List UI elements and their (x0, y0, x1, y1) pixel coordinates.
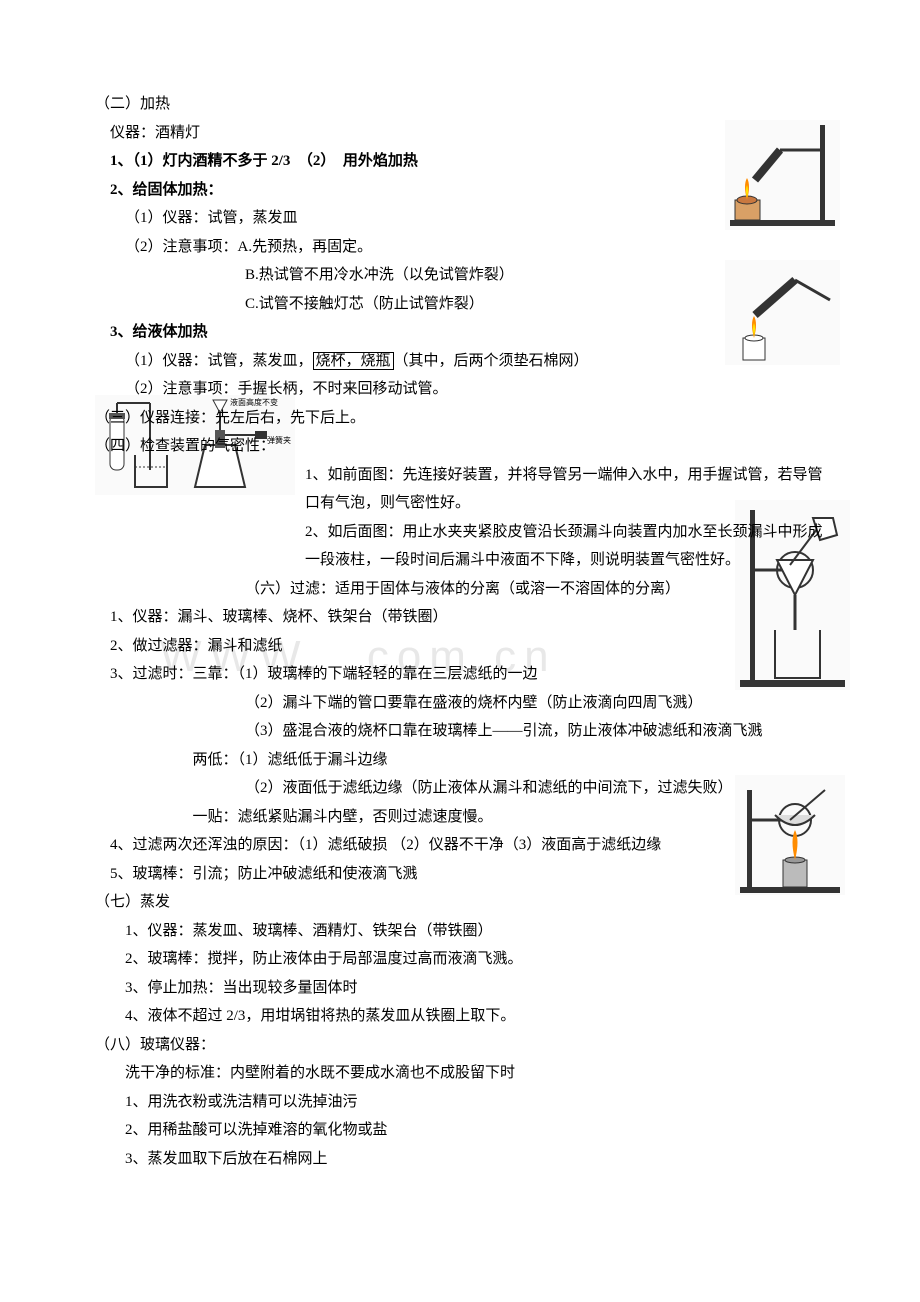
section-8-p0: 洗干净的标准：内壁附着的水既不要成水滴也不成股留下时 (95, 1059, 835, 1088)
section-6-p1: 1、仪器：漏斗、玻璃棒、烧杯、铁架台（带铁圈） (95, 603, 835, 632)
section-2-p3: 3、给液体加热 (95, 318, 835, 347)
section-4-title: （四）检查装置的气密性： (95, 432, 835, 461)
section-6-p5: 5、玻璃棒：引流；防止冲破滤纸和使液滴飞溅 (95, 860, 835, 889)
section-8-title: （八）玻璃仪器： (95, 1031, 835, 1060)
section-3-title: （三）仪器连接：先左后右，先下后上。 (95, 404, 835, 433)
section-2-p2-2b: B.热试管不用冷水冲洗（以免试管炸裂） (95, 261, 835, 290)
section-4-p1: 1、如前面图：先连接好装置，并将导管另一端伸入水中，用手握试管，若导管口有气泡，… (305, 461, 835, 518)
section-8-p2: 2、用稀盐酸可以洗掉难溶的氧化物或盐 (95, 1116, 835, 1145)
section-6-p3: 3、过滤时：三靠：（1）玻璃棒的下端轻轻的靠在三层滤纸的一边 (95, 660, 835, 689)
section-2-p2-2c: C.试管不接触灯芯（防止试管炸裂） (95, 290, 835, 319)
section-6-p3-3: （3）盛混合液的烧杯口靠在玻璃棒上——引流，防止液体冲破滤纸和液滴飞溅 (95, 717, 835, 746)
p3-1-box: 烧杯，烧瓶 (313, 352, 394, 370)
section-6-p3-low: 两低：（1）滤纸低于漏斗边缘 (95, 746, 835, 775)
section-7-title: （七）蒸发 (95, 888, 835, 917)
section-8-p3: 3、蒸发皿取下后放在石棉网上 (95, 1145, 835, 1174)
section-7-p4: 4、液体不超过 2/3，用坩埚钳将热的蒸发皿从铁圈上取下。 (95, 1002, 835, 1031)
section-6-p3-2: （2）漏斗下端的管口要靠在盛液的烧杯内壁（防止液滴向四周飞溅） (95, 689, 835, 718)
section-7-p2: 2、玻璃棒：搅拌，防止液体由于局部温度过高而液滴飞溅。 (95, 945, 835, 974)
p3-1-pre: （1）仪器：试管，蒸发皿， (125, 353, 313, 369)
section-8-p1: 1、用洗衣粉或洗洁精可以洗掉油污 (95, 1088, 835, 1117)
section-6-p3-tie: 一贴：滤纸紧贴漏斗内壁，否则过滤速度慢。 (95, 803, 835, 832)
section-2-title: （二）加热 (95, 90, 835, 119)
section-2-p1: 1、（1）灯内酒精不多于 2/3 （2） 用外焰加热 (95, 147, 835, 176)
section-6-p3-low2: （2）液面低于滤纸边缘（防止液体从漏斗和滤纸的中间流下，过滤失败） (95, 774, 835, 803)
section-2-p2-1: （1）仪器：试管，蒸发皿 (95, 204, 835, 233)
section-2-p2-2: （2）注意事项：A.先预热，再固定。 (95, 233, 835, 262)
section-7-p3: 3、停止加热：当出现较多量固体时 (95, 974, 835, 1003)
section-6-p2: 2、做过滤器：漏斗和滤纸 (95, 632, 835, 661)
section-6-title: （六）过滤：适用于固体与液体的分离（或溶一不溶固体的分离） (95, 575, 835, 604)
p3-1-post: （其中，后两个须垫石棉网） (394, 353, 589, 369)
section-2-p3-1: （1）仪器：试管，蒸发皿，烧杯，烧瓶（其中，后两个须垫石棉网） (95, 347, 835, 376)
section-2-p2: 2、给固体加热： (95, 176, 835, 205)
section-2-p3-2: （2）注意事项：手握长柄，不时来回移动试管。 (95, 375, 835, 404)
document-content: （二）加热 仪器：酒精灯 1、（1）灯内酒精不多于 2/3 （2） 用外焰加热 … (95, 90, 835, 1173)
section-4-p2: 2、如后面图：用止水夹夹紧胶皮管沿长颈漏斗向装置内加水至长颈漏斗中形成一段液柱，… (305, 518, 835, 575)
section-6-p4: 4、过滤两次还浑浊的原因：（1）滤纸破损 （2）仪器不干净（3）液面高于滤纸边缘 (95, 831, 835, 860)
section-7-p1: 1、仪器：蒸发皿、玻璃棒、酒精灯、铁架台（带铁圈） (95, 917, 835, 946)
section-2-instrument: 仪器：酒精灯 (95, 119, 835, 148)
